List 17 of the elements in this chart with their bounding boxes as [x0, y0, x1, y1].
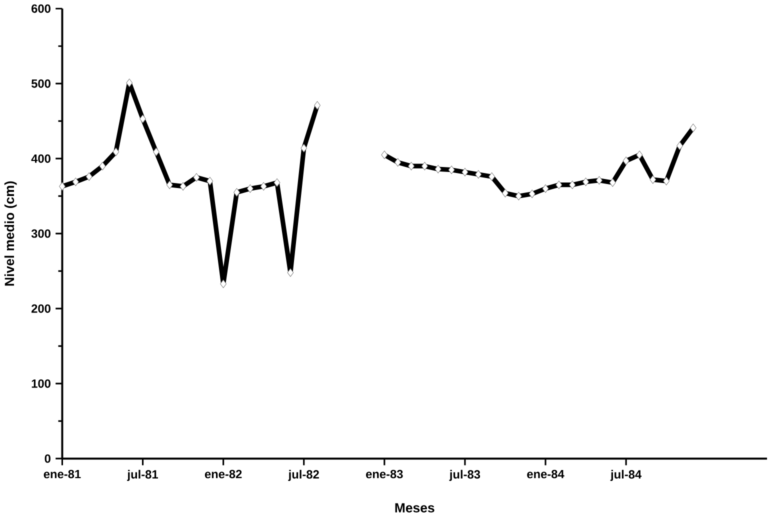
y-axis-title: Nivel medio (cm): [4, 181, 17, 286]
y-tick-label: 500: [31, 79, 50, 88]
x-tick-label: jul-81: [127, 470, 158, 481]
y-tick-label: 0: [44, 454, 50, 463]
y-tick-label: 100: [32, 379, 50, 388]
x-tick-label: jul-82: [288, 470, 319, 481]
x-tick-label: ene-82: [204, 470, 242, 478]
y-tick-label: 400: [31, 154, 50, 163]
x-tick-label: jul-83: [449, 470, 480, 481]
x-tick-label: ene-83: [366, 470, 403, 478]
x-tick-label: jul-84: [610, 470, 642, 481]
x-tick-label: ene-81: [44, 470, 81, 478]
x-axis-title: Meses: [395, 503, 434, 512]
y-tick-label: 300: [31, 229, 50, 238]
y-tick-label: 200: [32, 304, 50, 313]
y-tick-label: 600: [32, 4, 50, 13]
x-tick-label: ene-84: [527, 470, 564, 478]
